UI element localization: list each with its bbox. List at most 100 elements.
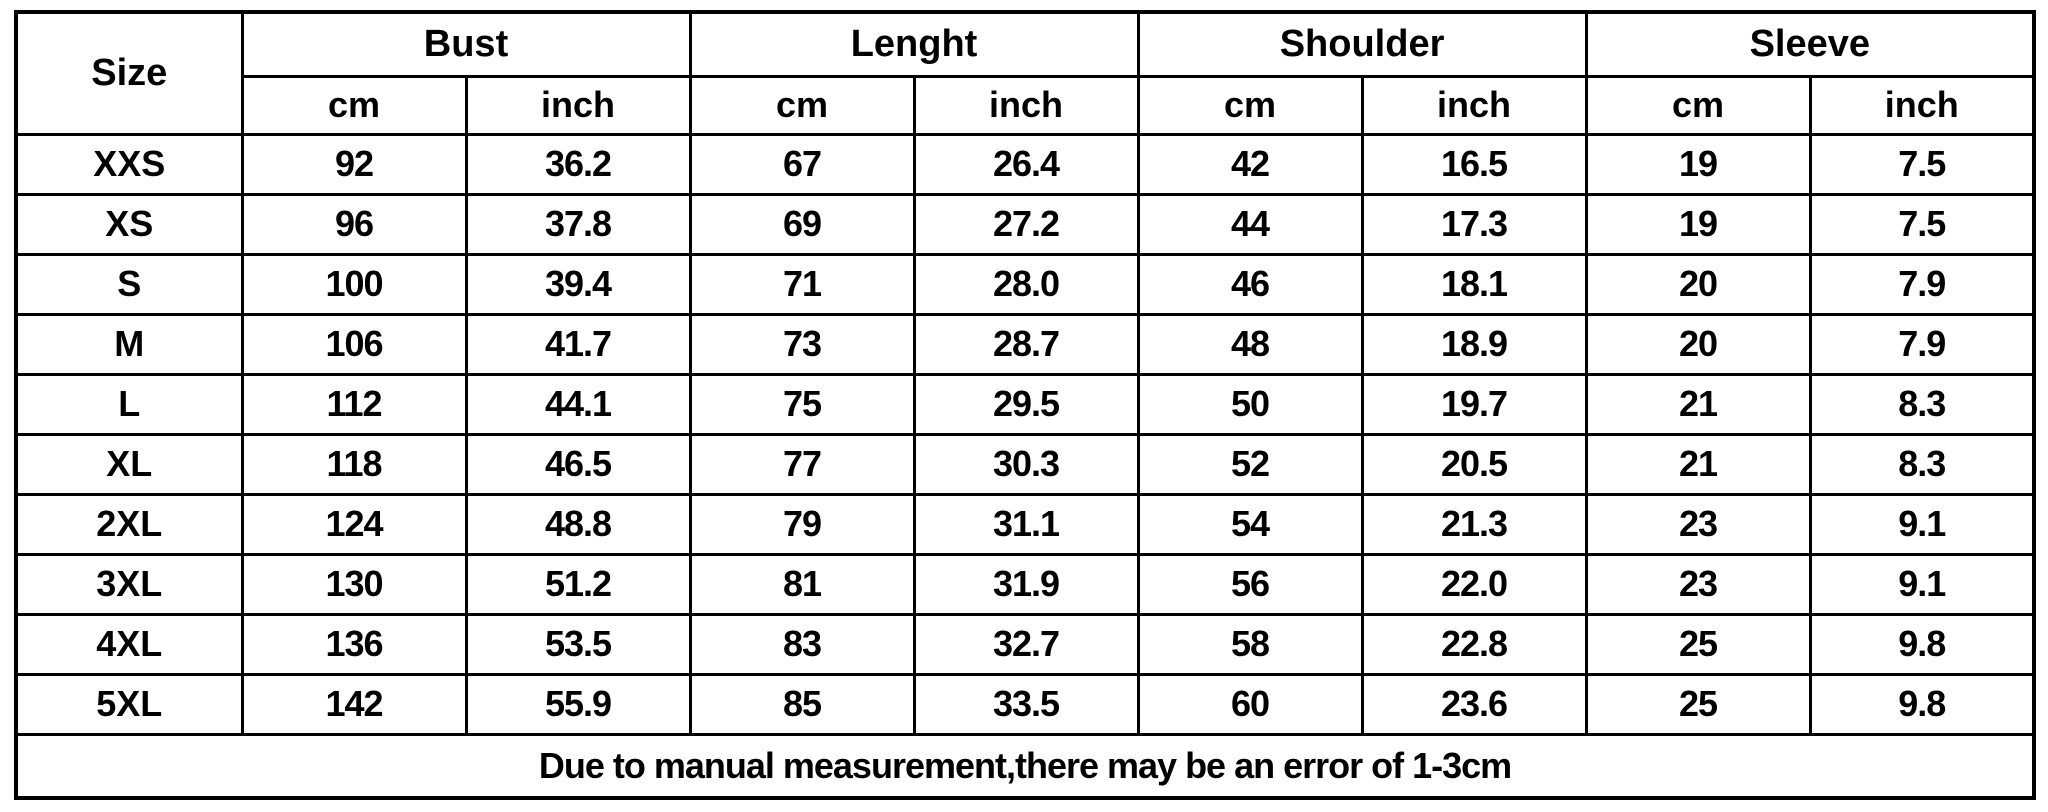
sleeve-inch-cell: 7.5 [1808,192,2036,256]
sleeve-inch-cell: 7.9 [1808,252,2036,316]
length-cm-cell: 77 [688,432,916,496]
table-row: XL 118 46.5 77 30.3 52 20.5 21 8.3 [14,432,2036,496]
size-cell: XL [14,432,244,496]
length-inch-cell: 28.7 [912,312,1140,376]
sleeve-cm-cell: 23 [1584,492,1812,556]
unit-header-row: cm inch cm inch cm inch cm inch [16,74,2036,136]
shoulder-cm-cell: 44 [1136,192,1364,256]
unit-header-bust-cm: cm [240,74,468,136]
length-cm-cell: 67 [688,132,916,196]
length-inch-cell: 33.5 [912,672,1140,736]
sleeve-cm-cell: 25 [1584,612,1812,676]
shoulder-cm-cell: 58 [1136,612,1364,676]
sleeve-cm-cell: 20 [1584,312,1812,376]
sleeve-cm-cell: 21 [1584,432,1812,496]
size-column-header: Size [14,10,244,136]
shoulder-cm-cell: 42 [1136,132,1364,196]
size-cell: 5XL [14,672,244,736]
bust-inch-cell: 46.5 [464,432,692,496]
sleeve-cm-cell: 20 [1584,252,1812,316]
table-row: M 106 41.7 73 28.7 48 18.9 20 7.9 [14,312,2036,376]
size-cell: XXS [14,132,244,196]
shoulder-cm-cell: 46 [1136,252,1364,316]
shoulder-cm-cell: 50 [1136,372,1364,436]
length-inch-cell: 28.0 [912,252,1140,316]
length-inch-cell: 31.9 [912,552,1140,616]
shoulder-inch-cell: 22.8 [1360,612,1588,676]
unit-header-shoulder-cm: cm [1136,74,1364,136]
bust-inch-cell: 39.4 [464,252,692,316]
size-cell: 4XL [14,612,244,676]
sleeve-cm-cell: 19 [1584,132,1812,196]
size-cell: M [14,312,244,376]
shoulder-inch-cell: 19.7 [1360,372,1588,436]
bust-cm-cell: 118 [240,432,468,496]
shoulder-cm-cell: 56 [1136,552,1364,616]
bust-cm-cell: 124 [240,492,468,556]
size-cell: L [14,372,244,436]
size-cell: 2XL [14,492,244,556]
shoulder-inch-cell: 21.3 [1360,492,1588,556]
bust-cm-cell: 96 [240,192,468,256]
length-inch-cell: 29.5 [912,372,1140,436]
sleeve-cm-cell: 23 [1584,552,1812,616]
table-row: 2XL 124 48.8 79 31.1 54 21.3 23 9.1 [14,492,2036,556]
length-cm-cell: 71 [688,252,916,316]
length-inch-cell: 32.7 [912,612,1140,676]
note-row: Due to manual measurement,there may be a… [14,732,2036,800]
bust-cm-cell: 100 [240,252,468,316]
length-inch-cell: 30.3 [912,432,1140,496]
bust-inch-cell: 37.8 [464,192,692,256]
bust-cm-cell: 130 [240,552,468,616]
bust-cm-cell: 106 [240,312,468,376]
column-group-header-row: Size Bust Lenght Shoulder Sleeve [14,10,2036,136]
bust-cm-cell: 142 [240,672,468,736]
shoulder-inch-cell: 23.6 [1360,672,1588,736]
unit-header-shoulder-inch: inch [1360,74,1588,136]
length-cm-cell: 79 [688,492,916,556]
table-row: L 112 44.1 75 29.5 50 19.7 21 8.3 [14,372,2036,436]
column-group-shoulder: Shoulder [1136,10,1588,78]
unit-header-sleeve-inch: inch [1808,74,2036,136]
shoulder-cm-cell: 52 [1136,432,1364,496]
column-group-sleeve: Sleeve [1584,10,2036,78]
column-group-length: Lenght [688,10,1140,78]
length-cm-cell: 81 [688,552,916,616]
sleeve-inch-cell: 7.5 [1808,132,2036,196]
bust-inch-cell: 48.8 [464,492,692,556]
sleeve-cm-cell: 19 [1584,192,1812,256]
size-chart-table: Size Bust Lenght Shoulder Sleeve cm inch… [14,10,2037,800]
unit-header-length-inch: inch [912,74,1140,136]
table-row: S 100 39.4 71 28.0 46 18.1 20 7.9 [14,252,2036,316]
sleeve-inch-cell: 8.3 [1808,372,2036,436]
bust-inch-cell: 44.1 [464,372,692,436]
shoulder-inch-cell: 20.5 [1360,432,1588,496]
bust-inch-cell: 53.5 [464,612,692,676]
unit-header-bust-inch: inch [464,74,692,136]
shoulder-inch-cell: 22.0 [1360,552,1588,616]
shoulder-inch-cell: 18.9 [1360,312,1588,376]
shoulder-inch-cell: 17.3 [1360,192,1588,256]
length-inch-cell: 26.4 [912,132,1140,196]
sleeve-inch-cell: 9.1 [1808,492,2036,556]
measurement-note: Due to manual measurement,there may be a… [14,732,2036,800]
bust-inch-cell: 55.9 [464,672,692,736]
shoulder-cm-cell: 60 [1136,672,1364,736]
bust-cm-cell: 92 [240,132,468,196]
shoulder-cm-cell: 48 [1136,312,1364,376]
table-row: XS 96 37.8 69 27.2 44 17.3 19 7.5 [14,192,2036,256]
table-row: 4XL 136 53.5 83 32.7 58 22.8 25 9.8 [14,612,2036,676]
table-row: 5XL 142 55.9 85 33.5 60 23.6 25 9.8 [14,672,2036,736]
sleeve-cm-cell: 25 [1584,672,1812,736]
sleeve-inch-cell: 7.9 [1808,312,2036,376]
sleeve-inch-cell: 9.1 [1808,552,2036,616]
length-cm-cell: 85 [688,672,916,736]
unit-header-length-cm: cm [688,74,916,136]
bust-cm-cell: 112 [240,372,468,436]
bust-inch-cell: 36.2 [464,132,692,196]
sleeve-inch-cell: 9.8 [1808,672,2036,736]
sleeve-inch-cell: 8.3 [1808,432,2036,496]
length-inch-cell: 27.2 [912,192,1140,256]
table-row: XXS 92 36.2 67 26.4 42 16.5 19 7.5 [14,132,2036,196]
